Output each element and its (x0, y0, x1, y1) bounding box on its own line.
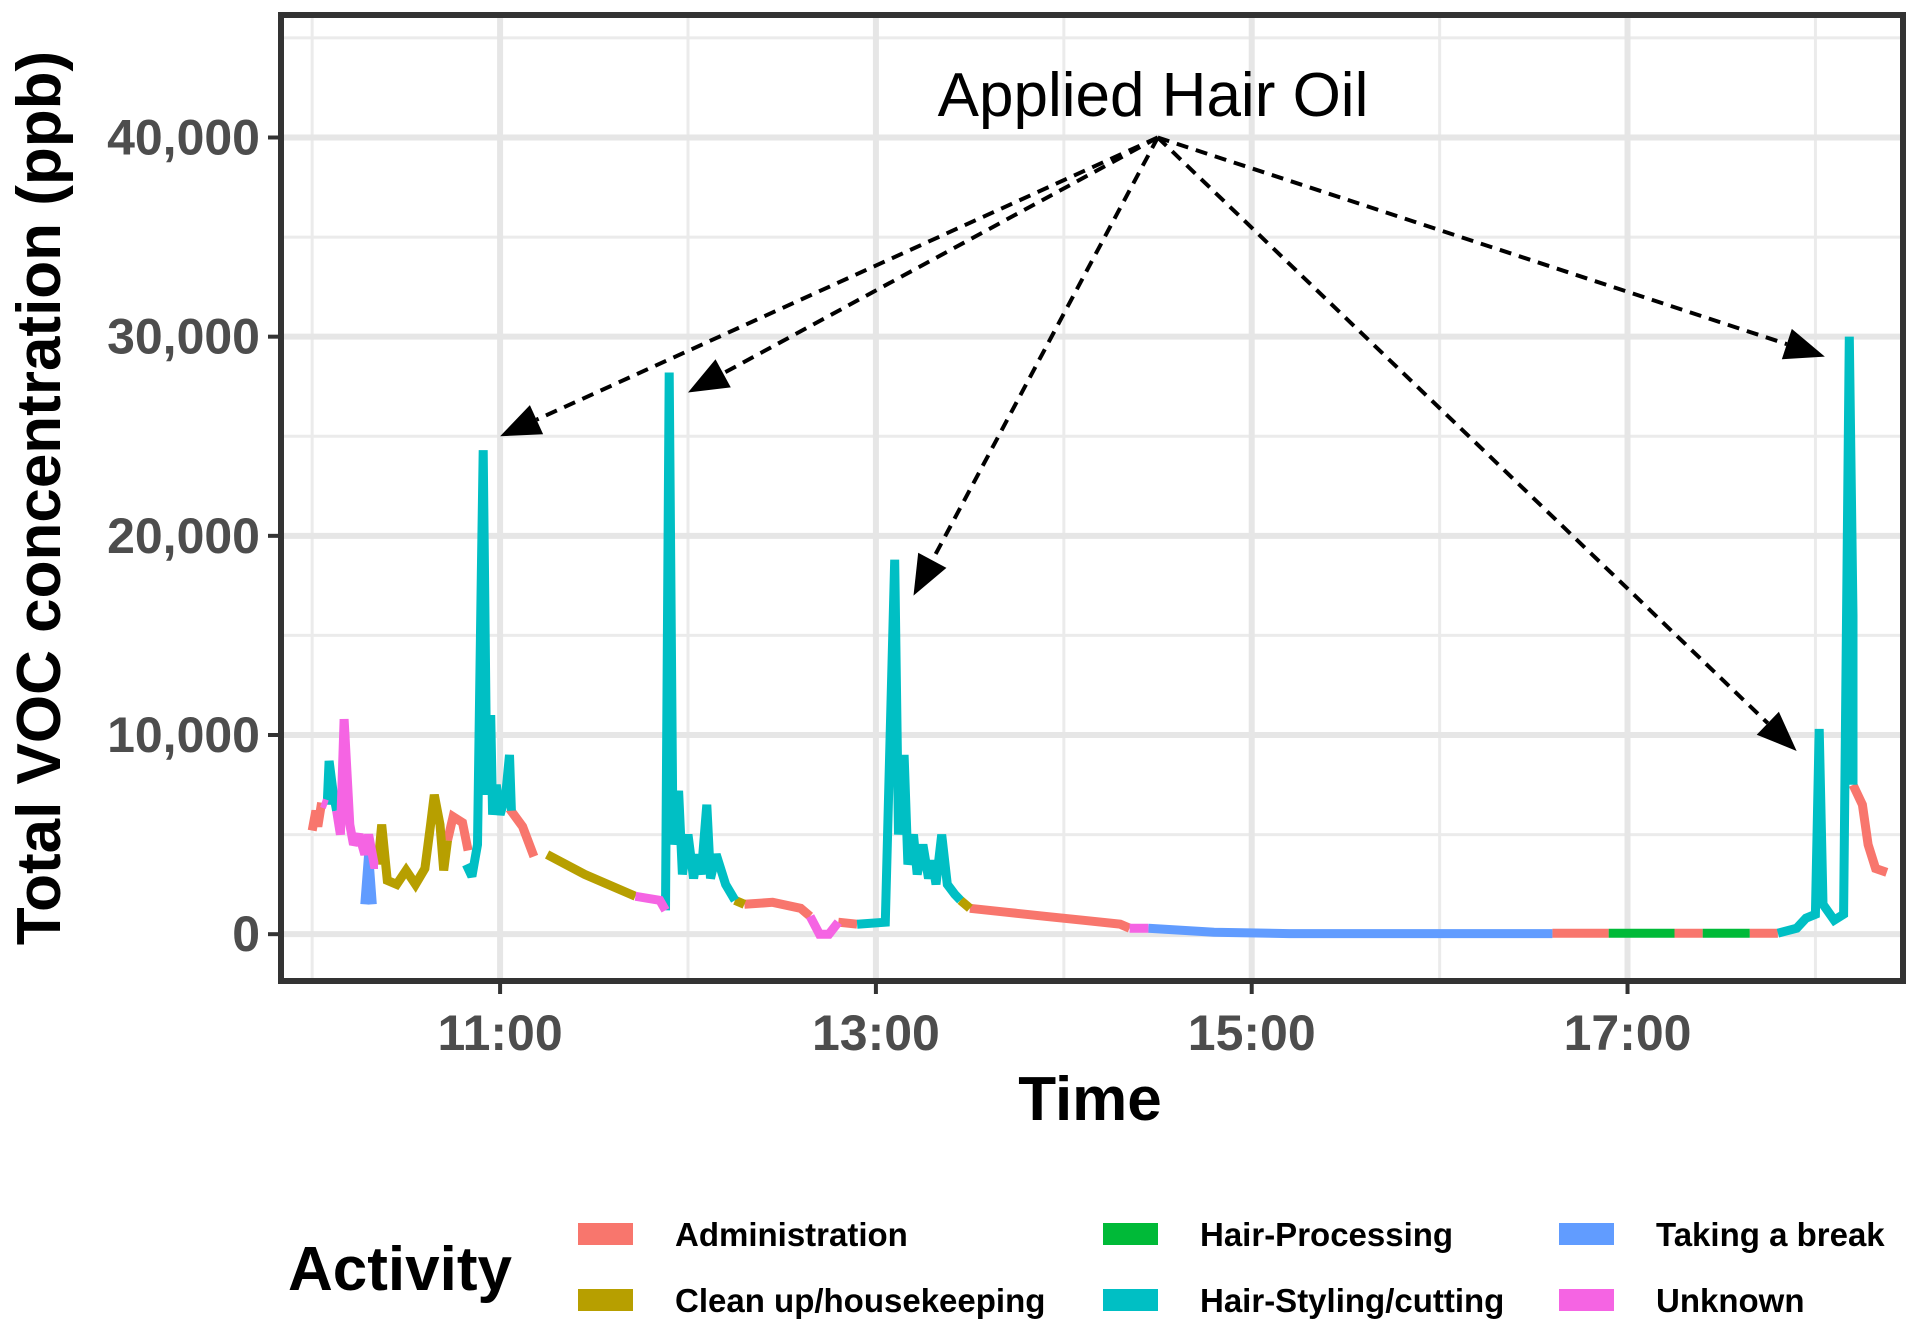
legend-key (1103, 1289, 1158, 1311)
annotation-arrow-head (688, 359, 731, 393)
series-administration (307, 782, 1889, 938)
annotation-arrow-line (722, 135, 1159, 376)
series-line-segment (837, 917, 858, 929)
series-line-segment (307, 801, 327, 832)
series-line-segment (320, 798, 329, 809)
legend-key (578, 1223, 633, 1245)
series-line-segment (634, 891, 670, 913)
legend-title: Activity (288, 1235, 512, 1304)
series-line-segment (1776, 336, 1858, 938)
series-line-segment (462, 450, 516, 879)
grid-major (284, 18, 1900, 978)
legend-label: Administration (675, 1216, 908, 1253)
x-tick-label: 13:00 (812, 1005, 940, 1061)
series-unknown (320, 718, 1149, 939)
series-line-segment (969, 903, 1132, 933)
y-axis-title: Total VOC concentration (ppb) (5, 51, 74, 945)
legend-key (1559, 1223, 1614, 1245)
x-tick-label: 11:00 (438, 1005, 563, 1061)
legend-label: Unknown (1656, 1282, 1804, 1319)
series-clean-up-housekeeping (373, 793, 973, 912)
x-axis-title: Time (1018, 1065, 1162, 1134)
series-line-segment (957, 896, 973, 912)
series-line-segment (856, 559, 964, 929)
legend-key (1559, 1289, 1614, 1311)
series-line-segment (322, 760, 342, 812)
series-line-segment (1848, 782, 1889, 877)
x-axis-ticks: 11:00 13:00 15:00 17:00 (438, 981, 1692, 1061)
y-tick-label: 10,000 (107, 707, 260, 763)
annotation-arrow-head (500, 405, 544, 437)
y-tick-label: 0 (232, 906, 260, 962)
series-line-segment (443, 809, 473, 852)
y-axis-ticks: 0 10,000 20,000 30,000 40,000 (107, 110, 281, 962)
series-line-segment (332, 718, 379, 869)
panel-border (278, 12, 1906, 984)
series-line-segment (661, 372, 739, 911)
legend: Activity Administration Clean up/housekee… (288, 1216, 1885, 1319)
annotation-arrow-line (535, 135, 1159, 422)
legend-label: Hair-Styling/cutting (1200, 1282, 1504, 1319)
series-layer (307, 336, 1889, 939)
series-line-segment (1148, 923, 1553, 939)
legend-label: Clean up/housekeeping (675, 1282, 1045, 1319)
annotation-arrow-line (1156, 136, 1770, 725)
series-line-segment (544, 850, 638, 901)
legend-label: Hair-Processing (1200, 1216, 1453, 1253)
annotation-arrow-head (1781, 328, 1825, 360)
y-tick-label: 20,000 (107, 508, 260, 564)
x-tick-label: 17:00 (1564, 1005, 1692, 1061)
annotation-arrow-head (1756, 711, 1797, 751)
y-tick-label: 40,000 (107, 110, 260, 166)
series-line-segment (373, 793, 452, 893)
series-hair-styling-cutting (322, 336, 1858, 938)
legend-key (578, 1289, 633, 1311)
series-line-segment (806, 914, 842, 939)
annotation-arrow-head (913, 552, 947, 596)
y-tick-label: 30,000 (107, 309, 260, 365)
annotation-text: Applied Hair Oil (938, 61, 1369, 130)
series-line-segment (744, 897, 814, 920)
annotation-arrow-line (1157, 135, 1788, 347)
series-line-segment (733, 896, 747, 909)
legend-label: Taking a break (1656, 1216, 1885, 1253)
series-line-segment (505, 806, 539, 859)
annotation-layer: Applied Hair Oil (500, 61, 1825, 751)
legend-key (1103, 1223, 1158, 1245)
x-tick-label: 15:00 (1188, 1005, 1316, 1061)
